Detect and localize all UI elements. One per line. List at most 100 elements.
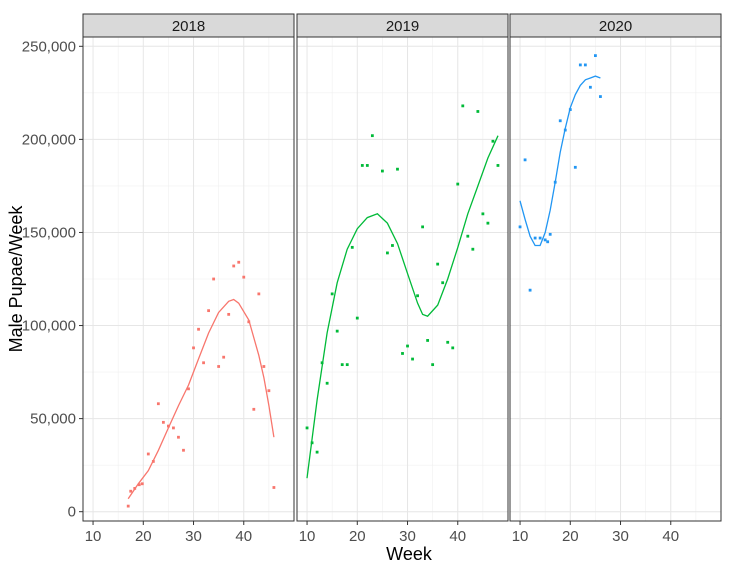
data-point [431,363,435,367]
data-point [528,288,532,292]
data-point [345,363,349,367]
data-point [267,389,271,393]
data-point [568,108,572,111]
facet-strip [296,13,509,38]
data-point [594,54,597,58]
data-point [563,128,567,132]
data-point [182,448,185,452]
data-point [421,225,424,229]
trend-line [127,298,275,500]
data-point [252,407,256,411]
data-point [217,365,221,368]
data-point [370,134,374,138]
data-point [491,139,495,143]
x-tick-label: 30 [612,528,629,545]
data-point [461,104,465,108]
x-tick-label: 10 [85,528,102,545]
data-point [151,460,155,463]
facet-strip [509,13,722,38]
data-point [365,164,369,167]
data-point [262,365,266,368]
data-point [330,292,334,296]
data-point [325,381,329,385]
data-point [456,182,460,186]
data-point [126,504,130,508]
data-point [471,247,475,251]
data-point [202,361,205,365]
x-tick-label: 30 [399,528,416,545]
data-point [335,329,339,333]
data-point [177,435,180,439]
x-tick-label: 40 [449,528,466,545]
data-point [310,441,314,445]
data-point [573,165,577,169]
data-point [350,245,354,249]
data-point [257,292,261,296]
facet-strip-label: 2018 [172,18,205,35]
data-point [340,363,344,367]
data-point [320,361,324,365]
data-point [140,482,144,486]
trend-line [306,135,499,479]
x-tick-label: 10 [299,528,316,545]
data-point [401,352,404,355]
facet-strip-label: 2019 [386,18,419,35]
data-point [315,450,319,454]
data-point [538,236,542,240]
data-point [588,85,592,89]
data-point [518,225,522,229]
data-point [396,167,399,171]
data-point [386,251,389,255]
data-point [232,264,236,268]
y-tick-label: 200,000 [22,131,76,148]
facet-strip-label: 2020 [599,18,632,35]
data-point [533,236,537,240]
data-point [416,294,419,298]
data-point [192,346,195,350]
data-point [391,244,394,247]
data-point [496,164,500,167]
data-point [411,357,414,361]
data-point [426,339,430,342]
trend-line [519,75,601,247]
data-point [167,424,170,428]
data-point [553,180,557,184]
x-tick-label: 40 [662,528,679,545]
data-point [546,240,550,244]
data-point [272,486,276,489]
data-point [247,320,251,324]
data-point [381,169,384,173]
data-point [156,402,160,406]
data-point [355,316,359,320]
data-point [197,327,200,331]
data-point [146,452,150,456]
data-point [451,346,455,350]
data-point [212,277,216,281]
data-point [486,221,490,225]
data-point [242,275,246,279]
data-point [222,355,226,359]
data-point [583,63,587,67]
data-point [133,487,137,490]
x-tick-label: 20 [349,528,366,545]
data-point [187,387,190,391]
data-point [548,232,552,236]
data-point [305,426,309,430]
facet-strip [82,13,295,38]
y-tick-label: 0 [68,504,76,521]
data-point [558,119,562,123]
data-point [360,164,364,167]
data-point [207,309,210,313]
data-point [476,110,480,113]
y-tick-label: 250,000 [22,38,76,55]
data-point [436,262,440,266]
data-point [161,420,165,424]
data-point [523,158,527,162]
y-axis-title: Male Pupae/Week [6,205,26,353]
data-point [129,489,133,493]
data-point [466,234,470,238]
y-tick-label: 150,000 [22,224,76,241]
data-point [441,281,445,285]
